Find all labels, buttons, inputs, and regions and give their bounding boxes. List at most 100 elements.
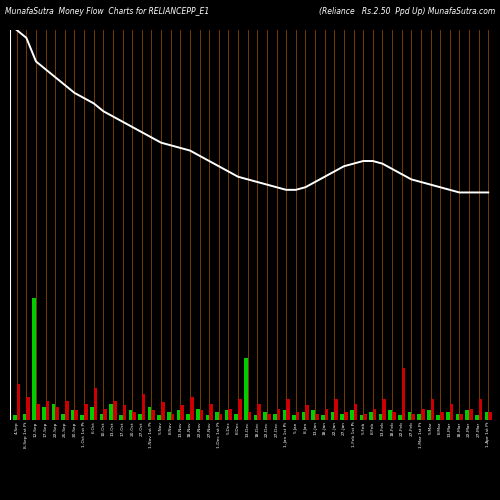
Bar xyxy=(65,400,68,420)
Bar xyxy=(315,414,318,420)
Bar xyxy=(324,408,328,420)
Bar xyxy=(176,410,180,420)
Bar xyxy=(42,407,45,420)
Bar xyxy=(16,384,20,420)
Bar xyxy=(206,415,209,420)
Bar xyxy=(104,408,107,420)
Bar xyxy=(254,415,258,420)
Bar xyxy=(22,414,26,420)
Bar xyxy=(369,412,373,420)
Bar xyxy=(119,415,122,420)
Bar xyxy=(296,412,300,420)
Bar xyxy=(36,404,40,420)
Bar xyxy=(456,414,460,420)
Bar xyxy=(113,400,116,420)
Bar xyxy=(132,412,136,420)
Bar xyxy=(74,410,78,420)
Bar xyxy=(94,388,98,420)
Bar xyxy=(398,415,402,420)
Bar xyxy=(450,404,454,420)
Bar xyxy=(209,404,213,420)
Bar xyxy=(190,397,194,420)
Bar xyxy=(219,414,222,420)
Bar xyxy=(392,412,396,420)
Bar xyxy=(238,399,242,420)
Text: MunafaSutra  Money Flow  Charts for RELIANCEPP_E1: MunafaSutra Money Flow Charts for RELIAN… xyxy=(5,8,209,16)
Bar xyxy=(32,298,36,420)
Bar xyxy=(234,414,238,420)
Bar xyxy=(421,408,424,420)
Bar xyxy=(312,410,315,420)
Bar xyxy=(100,414,103,420)
Bar xyxy=(373,408,376,420)
Bar xyxy=(276,408,280,420)
Bar xyxy=(170,414,174,420)
Bar xyxy=(344,412,348,420)
Bar xyxy=(475,415,478,420)
Bar xyxy=(228,408,232,420)
Bar xyxy=(71,410,74,420)
Bar xyxy=(292,415,296,420)
Bar xyxy=(350,410,354,420)
Bar xyxy=(248,412,252,420)
Bar xyxy=(26,397,30,420)
Bar xyxy=(330,412,334,420)
Bar xyxy=(321,415,324,420)
Bar xyxy=(55,407,59,420)
Bar xyxy=(148,407,152,420)
Text: (Reliance   Rs.2.50  Ppd Up) MunafaSutra.com: (Reliance Rs.2.50 Ppd Up) MunafaSutra.co… xyxy=(319,8,495,16)
Bar xyxy=(417,414,421,420)
Bar xyxy=(196,408,200,420)
Bar xyxy=(286,399,290,420)
Bar xyxy=(167,412,170,420)
Bar xyxy=(306,406,309,420)
Bar xyxy=(180,406,184,420)
Bar xyxy=(388,410,392,420)
Bar xyxy=(122,406,126,420)
Bar xyxy=(466,410,469,420)
Bar xyxy=(334,399,338,420)
Bar xyxy=(80,415,84,420)
Bar xyxy=(152,410,155,420)
Bar xyxy=(360,415,363,420)
Bar xyxy=(225,410,228,420)
Bar xyxy=(354,404,357,420)
Bar xyxy=(460,414,463,420)
Bar xyxy=(258,404,261,420)
Bar xyxy=(478,399,482,420)
Bar xyxy=(484,412,488,420)
Bar xyxy=(52,404,55,420)
Bar xyxy=(402,368,406,420)
Bar xyxy=(158,415,161,420)
Bar xyxy=(267,414,270,420)
Bar xyxy=(412,414,415,420)
Bar xyxy=(215,412,219,420)
Bar xyxy=(200,410,203,420)
Bar xyxy=(340,414,344,420)
Bar xyxy=(138,414,142,420)
Bar xyxy=(264,412,267,420)
Bar xyxy=(13,415,16,420)
Bar xyxy=(282,410,286,420)
Bar xyxy=(436,415,440,420)
Bar xyxy=(408,412,412,420)
Bar xyxy=(186,414,190,420)
Bar xyxy=(379,414,382,420)
Bar xyxy=(161,402,164,420)
Bar xyxy=(469,408,472,420)
Bar xyxy=(84,404,88,420)
Bar xyxy=(273,414,276,420)
Bar xyxy=(244,358,248,420)
Bar xyxy=(430,399,434,420)
Bar xyxy=(142,394,146,420)
Bar xyxy=(61,414,65,420)
Bar xyxy=(128,410,132,420)
Bar xyxy=(440,412,444,420)
Bar xyxy=(382,399,386,420)
Bar xyxy=(446,412,450,420)
Bar xyxy=(302,412,306,420)
Bar xyxy=(46,400,50,420)
Bar xyxy=(110,404,113,420)
Bar xyxy=(427,410,430,420)
Bar xyxy=(363,414,367,420)
